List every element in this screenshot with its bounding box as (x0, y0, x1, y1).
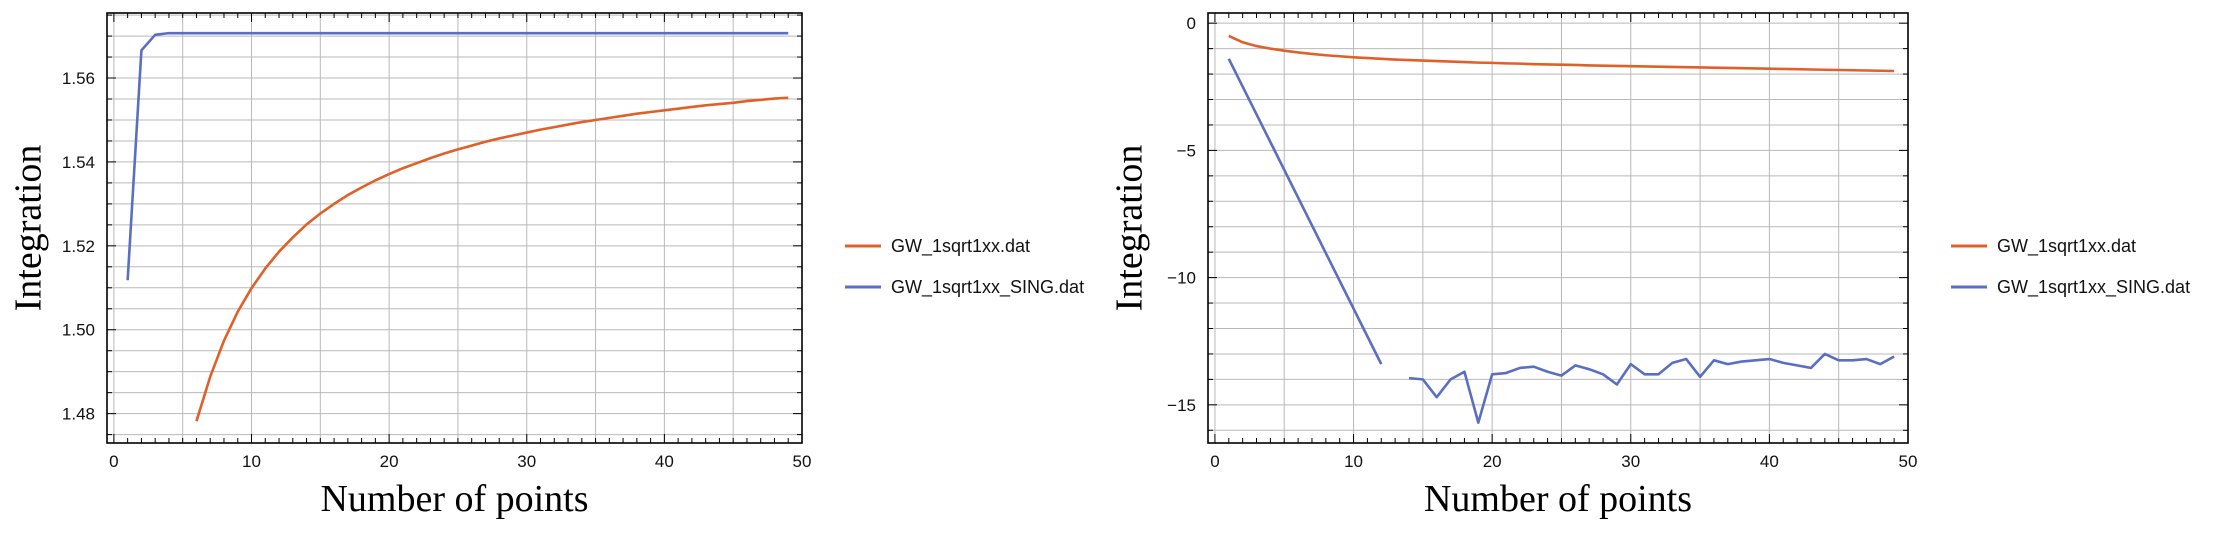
x-tick-label: 20 (380, 452, 399, 471)
x-tick-label: 40 (655, 452, 674, 471)
series-line-2 (126, 31, 789, 281)
x-tick-label: 20 (1483, 452, 1502, 471)
grid-lines (107, 13, 803, 443)
legend: GW_1sqrt1xx.dat GW_1sqrt1xx_SING.dat (845, 236, 1084, 298)
x-axis-label: Number of points (320, 478, 588, 520)
x-tick-label: 50 (793, 452, 812, 471)
legend-label-series-2: GW_1sqrt1xx_SING.dat (891, 277, 1084, 298)
series-line-2 (1408, 352, 1895, 424)
x-tick-labels: 0 10 20 30 40 50 (109, 452, 811, 471)
x-axis-label: Number of points (1424, 478, 1692, 520)
y-tick-label: 1.56 (62, 69, 95, 88)
legend-label-series-1: GW_1sqrt1xx.dat (891, 236, 1030, 257)
chart-left: 1.48 1.50 1.52 1.54 1.56 0 10 20 30 40 50 Number … (8, 12, 1084, 520)
x-tick-label: 40 (1760, 452, 1779, 471)
x-tick-label: 50 (1899, 452, 1918, 471)
plot-frame (106, 12, 803, 444)
y-tick-labels: 1.48 1.50 1.52 1.54 1.56 (62, 69, 95, 424)
series-lines (126, 31, 789, 422)
y-tick-label: 1.50 (62, 321, 95, 340)
y-tick-label: −10 (1167, 269, 1196, 288)
series-line-1 (1228, 34, 1895, 73)
x-tick-label: 0 (109, 452, 118, 471)
y-tick-label: 1.48 (62, 405, 95, 424)
series-line-2 (1227, 58, 1383, 365)
x-tick-label: 30 (517, 452, 536, 471)
tick-marks (107, 13, 803, 443)
y-axis-label: Integration (1109, 145, 1151, 312)
y-tick-label: 1.54 (62, 153, 95, 172)
plot-frame (1207, 12, 1909, 444)
legend-label-series-2: GW_1sqrt1xx_SING.dat (1997, 277, 2190, 298)
x-tick-label: 0 (1210, 452, 1219, 471)
y-tick-label: 0 (1187, 14, 1196, 33)
y-tick-label: −5 (1177, 141, 1196, 160)
x-tick-label: 30 (1621, 452, 1640, 471)
legend: GW_1sqrt1xx.dat GW_1sqrt1xx_SING.dat (1951, 236, 2190, 298)
legend-label-series-1: GW_1sqrt1xx.dat (1997, 236, 2136, 257)
series-lines (1227, 34, 1895, 424)
x-tick-label: 10 (242, 452, 261, 471)
y-tick-labels: 0 −5 −10 −15 (1167, 14, 1196, 415)
y-tick-label: −15 (1167, 396, 1196, 415)
y-axis-label: Integration (8, 145, 50, 312)
tick-marks (1208, 13, 1909, 443)
x-tick-label: 10 (1344, 452, 1363, 471)
y-tick-label: 1.52 (62, 237, 95, 256)
x-tick-labels: 0 10 20 30 40 50 (1210, 452, 1917, 471)
chart-right: 0 −5 −10 −15 0 10 20 30 40 50 Number of points I… (1109, 12, 2190, 520)
series-line-1 (195, 96, 789, 422)
grid-lines (1208, 13, 1909, 443)
